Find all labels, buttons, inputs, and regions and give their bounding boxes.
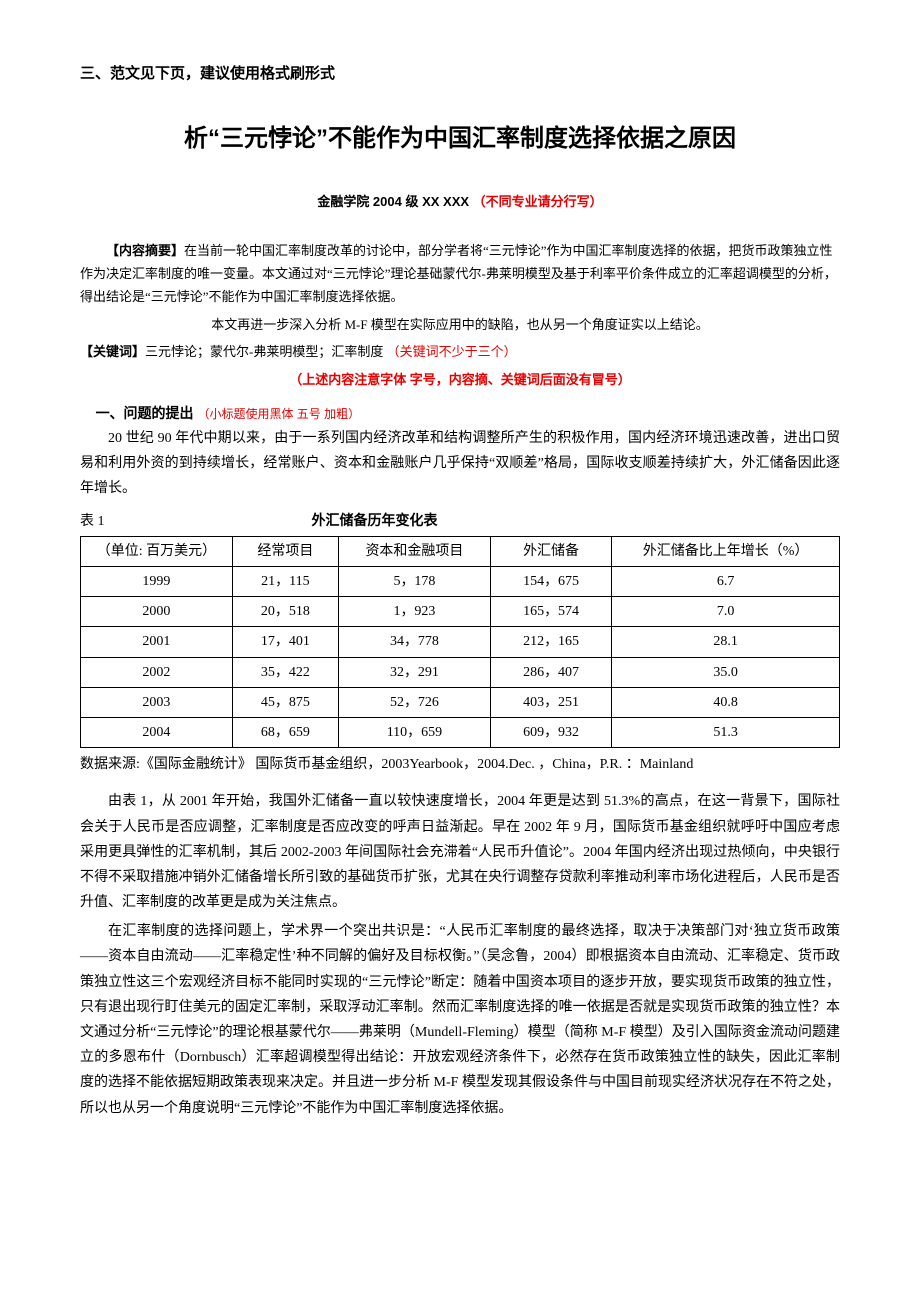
- table-cell: 21，115: [232, 567, 338, 597]
- table-source: 数据来源:《国际金融统计》 国际货币基金组织，2003Yearbook，2004…: [80, 752, 840, 777]
- table-cell: 35.0: [612, 657, 840, 687]
- table-cell: 403，251: [490, 687, 611, 717]
- keywords-line: 【关键词】三元悖论；蒙代尔-弗莱明模型；汇率制度 （关键词不少于三个）: [80, 340, 840, 363]
- table-cell: 286，407: [490, 657, 611, 687]
- table-cell: 17，401: [232, 627, 338, 657]
- para2: 由表 1，从 2001 年开始，我国外汇储备一直以较快速度增长，2004 年更是…: [80, 789, 840, 915]
- table-row: 200020，5181，923165，5747.0: [81, 597, 840, 627]
- para3: 在汇率制度的选择问题上，学术界一个突出共识是：“人民币汇率制度的最终选择，取决于…: [80, 919, 840, 1121]
- table-header-cell: 资本和金融项目: [339, 536, 491, 566]
- table-cell: 2001: [81, 627, 233, 657]
- table-cell: 28.1: [612, 627, 840, 657]
- table-body: 199921，1155，178154，6756.7200020，5181，923…: [81, 567, 840, 748]
- keywords-text: 三元悖论；蒙代尔-弗莱明模型；汇率制度: [145, 344, 383, 359]
- table-title: 外汇储备历年变化表: [312, 508, 438, 533]
- author-line: 金融学院 2004 级 XX XXX （不同专业请分行写）: [80, 190, 840, 213]
- table-cell: 34，778: [339, 627, 491, 657]
- table-header-row: （单位: 百万美元）经常项目资本和金融项目外汇储备外汇储备比上年增长（%）: [81, 536, 840, 566]
- table-cell: 20，518: [232, 597, 338, 627]
- reserves-table: （单位: 百万美元）经常项目资本和金融项目外汇储备外汇储备比上年增长（%） 19…: [80, 536, 840, 748]
- abstract-label: 【内容摘要】: [106, 243, 184, 258]
- para1: 20 世纪 90 年代中期以来，由于一系列国内经济改革和结构调整所产生的积极作用…: [80, 426, 840, 502]
- table-cell: 40.8: [612, 687, 840, 717]
- table-cell: 2000: [81, 597, 233, 627]
- table-caption: 表 1 外汇储备历年变化表: [80, 508, 840, 534]
- format-hint: （上述内容注意字体 字号，内容摘、关键词后面没有冒号）: [80, 368, 840, 391]
- main-title: 析“三元悖论”不能作为中国汇率制度选择依据之原因: [80, 117, 840, 160]
- table-row: 200235，42232，291286，40735.0: [81, 657, 840, 687]
- abstract-text: 在当前一轮中国汇率制度改革的讨论中，部分学者将“三元悖论”作为中国汇率制度选择的…: [80, 243, 837, 305]
- table-cell: 6.7: [612, 567, 840, 597]
- section1-title: 一、问题的提出: [96, 405, 194, 421]
- keywords-hint: （关键词不少于三个）: [387, 344, 517, 359]
- top-note-text: 三、范文见下页，建议使用格式刷形式: [80, 65, 335, 82]
- table-cell: 1，923: [339, 597, 491, 627]
- table-row: 200117，40134，778212，16528.1: [81, 627, 840, 657]
- keywords-label: 【关键词】: [80, 344, 145, 359]
- table-cell: 32，291: [339, 657, 491, 687]
- table-cell: 2003: [81, 687, 233, 717]
- table-cell: 5，178: [339, 567, 491, 597]
- table-cell: 7.0: [612, 597, 840, 627]
- table-cell: 52，726: [339, 687, 491, 717]
- table-cell: 1999: [81, 567, 233, 597]
- table-cell: 51.3: [612, 717, 840, 747]
- table-cell: 609，932: [490, 717, 611, 747]
- table-header-cell: 经常项目: [232, 536, 338, 566]
- abstract-tail-text: 本文再进一步深入分析 M-F 模型在实际应用中的缺陷，也从另一个角度证实以上结论…: [211, 317, 709, 332]
- top-note: 三、范文见下页，建议使用格式刷形式: [80, 60, 840, 87]
- table-cell: 154，675: [490, 567, 611, 597]
- table-row: 200468，659110，659609，93251.3: [81, 717, 840, 747]
- author-prefix: 金融学院 2004 级 XX XXX: [317, 194, 469, 209]
- abstract-block: 【内容摘要】在当前一轮中国汇率制度改革的讨论中，部分学者将“三元悖论”作为中国汇…: [80, 239, 840, 309]
- table-cell: 212，165: [490, 627, 611, 657]
- section1-hint: （小标题使用黑体 五号 加粗）: [197, 407, 360, 421]
- table-header-cell: 外汇储备: [490, 536, 611, 566]
- table-header-cell: 外汇储备比上年增长（%）: [612, 536, 840, 566]
- table-cell: 2004: [81, 717, 233, 747]
- table-cell: 110，659: [339, 717, 491, 747]
- section1-head: 一、问题的提出 （小标题使用黑体 五号 加粗）: [80, 401, 840, 426]
- author-hint: （不同专业请分行写）: [473, 194, 603, 209]
- abstract-tail: 本文再进一步深入分析 M-F 模型在实际应用中的缺陷，也从另一个角度证实以上结论…: [80, 313, 840, 336]
- table-cell: 45，875: [232, 687, 338, 717]
- table-cell: 165，574: [490, 597, 611, 627]
- table-row: 200345，87552，726403，25140.8: [81, 687, 840, 717]
- table-cell: 68，659: [232, 717, 338, 747]
- table-number: 表 1: [80, 509, 308, 534]
- table-row: 199921，1155，178154，6756.7: [81, 567, 840, 597]
- table-cell: 2002: [81, 657, 233, 687]
- table-cell: 35，422: [232, 657, 338, 687]
- table-header-cell: （单位: 百万美元）: [81, 536, 233, 566]
